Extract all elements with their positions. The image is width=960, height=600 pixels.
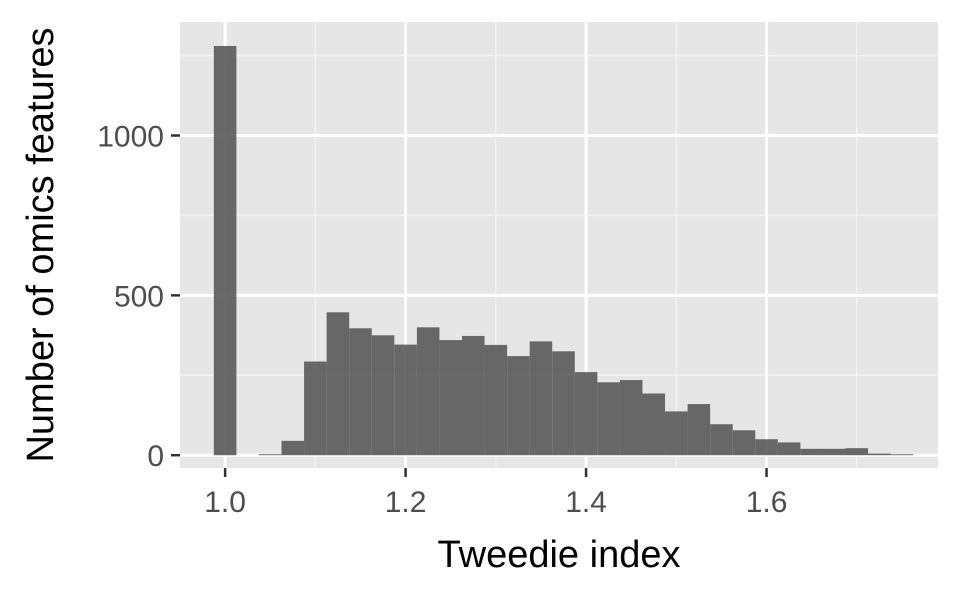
y-tick-label: 0: [147, 440, 164, 473]
histogram-bar: [687, 404, 711, 456]
histogram-bar: [439, 340, 462, 456]
histogram-bar: [394, 344, 417, 456]
histogram-bar: [461, 335, 485, 456]
histogram-bar: [755, 439, 778, 456]
y-axis: 0 500 1000: [97, 120, 180, 473]
histogram-bar: [868, 453, 891, 456]
histogram-bar: [416, 327, 440, 456]
minor-gridlines: [180, 22, 938, 468]
histogram-bar: [349, 328, 372, 456]
y-axis-title: Number of omics features: [20, 27, 62, 462]
histogram-bar: [597, 382, 620, 456]
histogram-bars: [213, 45, 914, 456]
x-tick-label: 1.0: [204, 486, 246, 519]
y-tick-label: 500: [114, 280, 164, 313]
histogram-bar: [777, 442, 801, 456]
x-tick-label: 1.4: [565, 486, 607, 519]
histogram-bar: [213, 45, 237, 456]
histogram-bar: [710, 424, 733, 456]
histogram-bar: [822, 448, 846, 456]
histogram-bar: [507, 356, 530, 456]
y-tick-label: 1000: [97, 120, 164, 153]
histogram-bar: [552, 351, 575, 456]
histogram-bar: [371, 335, 395, 456]
histogram-bar: [890, 454, 914, 456]
histogram-bar: [258, 454, 282, 456]
histogram-bar: [574, 372, 598, 456]
x-tick-label: 1.6: [746, 486, 788, 519]
histogram-bar: [642, 393, 666, 456]
histogram-bar: [665, 411, 688, 456]
histogram-bar: [845, 448, 869, 456]
x-axis-title: Tweedie index: [438, 534, 681, 576]
x-tick-label: 1.2: [385, 486, 427, 519]
histogram-bar: [800, 448, 823, 456]
histogram-bar: [304, 361, 327, 456]
histogram-bar: [529, 341, 553, 456]
histogram-bar: [732, 430, 756, 456]
histogram-bar: [484, 344, 508, 456]
histogram-bar: [281, 440, 305, 456]
x-axis: 1.0 1.2 1.4 1.6: [204, 468, 787, 519]
histogram-bar: [619, 380, 643, 456]
histogram-bar: [326, 312, 350, 456]
